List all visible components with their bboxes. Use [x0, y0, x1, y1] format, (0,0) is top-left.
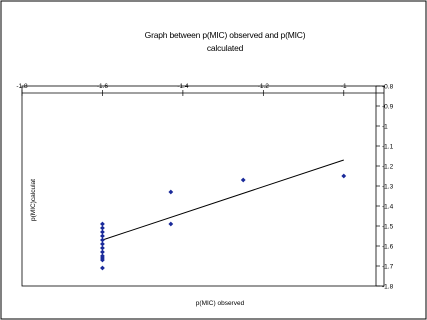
data-point	[240, 177, 246, 183]
data-points	[100, 173, 347, 271]
data-point	[100, 237, 105, 243]
y-axis-label: p(MIC)calculat	[30, 179, 37, 221]
chart-title-line-2: calculated	[207, 43, 244, 53]
x-tick-label: -1.6	[97, 83, 109, 90]
data-point	[100, 221, 105, 227]
y-tick-label: -0.8	[382, 83, 394, 90]
y-tick-label: -1.8	[382, 283, 394, 290]
y-tick-label: -1.7	[382, 263, 394, 270]
data-point	[100, 257, 105, 263]
chart-title-line-1: Graph between p(MIC) observed and p(MIC)	[145, 30, 306, 40]
data-point	[100, 233, 105, 239]
x-axis: -1.8 -1.6 -1.4 -1.2 -1	[16, 83, 384, 96]
x-tick-label: -1.2	[258, 83, 270, 90]
y-tick-label: -1.6	[382, 243, 394, 250]
data-point	[168, 189, 174, 195]
data-point	[100, 229, 105, 235]
y-tick-label: -1.3	[382, 183, 394, 190]
data-point	[100, 245, 105, 251]
data-point	[168, 221, 174, 227]
x-axis-label: p(MIC) observed	[196, 300, 245, 307]
y-tick-label: -1	[382, 123, 388, 130]
data-point	[341, 173, 347, 179]
plot-area	[21, 85, 385, 287]
y-tick-label: -0.9	[382, 103, 394, 110]
data-point	[100, 265, 105, 271]
y-tick-label: -1.5	[382, 223, 394, 230]
y-tick-label: -1.2	[382, 163, 394, 170]
trendline	[102, 159, 344, 241]
x-tick-label: -1.4	[177, 83, 189, 90]
x-tick-label: -1	[341, 83, 347, 90]
y-tick-label: -1.4	[382, 203, 394, 210]
y-axis: -0.8 -0.9 -1 -1.1 -1.2 -1.3 -1.4 -1.5 -1.6 -1.7 -1…	[375, 83, 394, 290]
trendline-group	[102, 159, 344, 241]
data-point	[100, 241, 105, 247]
y-tick-label: -1.1	[382, 143, 394, 150]
data-point	[100, 225, 105, 231]
data-point	[100, 249, 105, 255]
x-tick-label: -1.8	[16, 83, 28, 90]
